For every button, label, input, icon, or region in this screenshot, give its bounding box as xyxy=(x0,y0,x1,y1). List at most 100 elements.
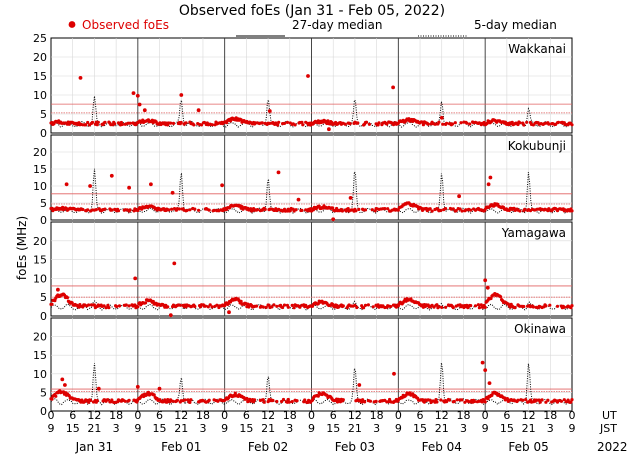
x-tick-ut: 0 xyxy=(308,409,315,422)
observed-point xyxy=(277,120,281,124)
station-label-kokubunji: Kokubunji xyxy=(508,139,566,153)
observed-point xyxy=(166,305,170,309)
x-date-label: Feb 02 xyxy=(248,440,288,454)
observed-point xyxy=(468,122,472,126)
x-tick-ut: 18 xyxy=(456,409,470,422)
observed-point xyxy=(285,120,289,124)
y-tick-label: 20 xyxy=(33,235,47,248)
x-tick-ut: 18 xyxy=(196,409,210,422)
observed-point xyxy=(169,121,173,125)
observed-point xyxy=(281,305,285,310)
observed-point-outlier xyxy=(56,287,60,292)
observed-point xyxy=(136,305,140,309)
x-tick-jst: 21 xyxy=(174,422,188,435)
y-tick-label: 20 xyxy=(33,51,47,64)
observed-point xyxy=(303,398,307,402)
observed-point xyxy=(86,208,90,212)
observed-point-outlier xyxy=(227,310,231,315)
observed-point xyxy=(385,122,389,126)
observed-point xyxy=(261,305,265,309)
observed-point-outlier xyxy=(131,91,136,95)
y-tick-label: 15 xyxy=(33,70,47,83)
x-tick-jst: 3 xyxy=(199,422,206,435)
observed-point-outlier xyxy=(64,182,69,187)
observed-point xyxy=(559,399,564,403)
observed-point xyxy=(92,303,96,307)
observed-point xyxy=(371,305,375,309)
observed-point xyxy=(183,398,187,402)
observed-point xyxy=(547,122,551,126)
x-tick-ut: 6 xyxy=(417,409,424,422)
observed-point xyxy=(363,400,367,404)
x-axis-year-label: 2022 xyxy=(597,440,628,454)
panel-kokubunji: 0 5 10 15 20 Kokubunji xyxy=(33,134,574,227)
observed-point xyxy=(95,399,99,403)
x-tick-ut: 12 xyxy=(348,409,362,422)
observed-point xyxy=(562,398,566,402)
observed-point xyxy=(340,209,344,213)
observed-point xyxy=(355,305,359,310)
observed-point xyxy=(270,305,274,309)
observed-point xyxy=(522,123,526,127)
observed-point-outlier xyxy=(149,182,153,187)
observed-point xyxy=(287,400,291,404)
observed-point xyxy=(555,304,560,308)
observed-point xyxy=(281,397,286,402)
observed-point xyxy=(326,119,330,123)
observed-point xyxy=(210,305,214,309)
observed-point xyxy=(476,303,480,307)
observed-point xyxy=(540,398,544,402)
panel-wakkanai: 0 5 10 15 20 25 Wakkanai xyxy=(33,32,574,140)
observed-point-outlier xyxy=(487,381,492,385)
observed-point xyxy=(469,304,473,308)
x-tick-ut: 18 xyxy=(370,409,384,422)
x-tick-ut: 0 xyxy=(134,409,141,422)
observed-series xyxy=(49,261,574,318)
x-tick-jst: 3 xyxy=(373,422,380,435)
observed-point xyxy=(524,398,528,402)
observed-point-outlier xyxy=(357,383,362,387)
x-tick-ut: 6 xyxy=(330,409,337,422)
observed-point xyxy=(570,209,574,213)
observed-point xyxy=(275,304,279,308)
observed-point xyxy=(477,306,481,310)
observed-point xyxy=(354,209,358,213)
observed-point xyxy=(421,123,425,127)
observed-point xyxy=(454,209,458,213)
observed-point xyxy=(570,304,574,308)
observed-point xyxy=(84,123,88,127)
observed-point xyxy=(87,303,91,307)
observed-point-outlier xyxy=(196,108,201,113)
x-tick-jst: 21 xyxy=(261,422,275,435)
observed-point xyxy=(86,120,90,125)
observed-point xyxy=(188,400,192,404)
observed-point xyxy=(113,122,117,126)
legend: Observed foEs 27-day median 5-day median xyxy=(68,18,557,37)
observed-point xyxy=(459,121,463,125)
observed-point xyxy=(144,301,148,305)
observed-point xyxy=(295,399,299,403)
observed-point xyxy=(53,299,57,303)
observed-point-outlier xyxy=(267,109,272,113)
panel-okinawa: 0 5 10 15 20 Okinawa xyxy=(33,317,574,418)
y-tick-label: 0 xyxy=(40,214,47,227)
observed-point-outlier xyxy=(220,183,225,188)
observed-point xyxy=(396,208,400,212)
x-tick-jst: 9 xyxy=(134,422,141,435)
observed-point xyxy=(107,306,111,310)
observed-point-outlier xyxy=(96,386,101,391)
observed-point xyxy=(570,398,574,402)
observed-point-outlier xyxy=(179,93,184,97)
observed-point xyxy=(167,208,171,212)
observed-point xyxy=(353,303,357,307)
observed-point xyxy=(570,123,574,127)
observed-point xyxy=(300,120,304,124)
observed-point xyxy=(518,121,522,125)
observed-point xyxy=(311,208,315,212)
observed-point xyxy=(426,122,430,126)
observed-point xyxy=(271,398,275,403)
observed-point xyxy=(260,121,264,125)
observed-point xyxy=(357,207,361,211)
observed-point xyxy=(368,399,372,403)
